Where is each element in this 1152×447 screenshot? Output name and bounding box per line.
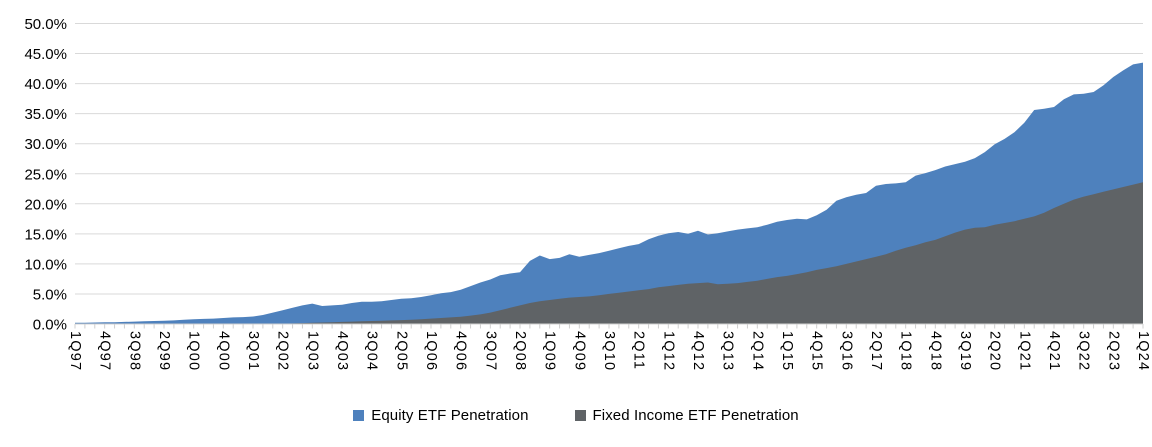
x-axis-labels: 1Q97 4Q97 3Q98 2Q99 1Q00 4Q00 3Q01 2Q02 1Q03 4Q03… (67, 331, 1151, 371)
x-axis-tick-marks (74, 324, 1144, 329)
y-axis-labels: 0.0% 5.0% 10.0% 15.0% 20.0% 25.0% 30.0% 35.0% 40… (24, 16, 67, 334)
equity-series-swatch-icon (353, 409, 365, 421)
svg-text:4Q97: 4Q97 (97, 331, 113, 371)
svg-text:1Q00: 1Q00 (186, 331, 202, 371)
area-series (75, 62, 1143, 324)
svg-text:2Q14: 2Q14 (749, 331, 765, 371)
svg-text:1Q12: 1Q12 (660, 331, 676, 371)
gridlines (75, 23, 1143, 295)
svg-text:20.0%: 20.0% (24, 196, 67, 213)
svg-text:3Q01: 3Q01 (245, 331, 261, 371)
svg-text:1Q18: 1Q18 (898, 331, 914, 371)
svg-text:2Q99: 2Q99 (156, 331, 172, 371)
svg-text:45.0%: 45.0% (24, 46, 67, 63)
fixed-income-series-swatch-icon (574, 409, 586, 421)
svg-text:5.0%: 5.0% (33, 286, 67, 303)
svg-text:3Q98: 3Q98 (126, 331, 142, 371)
svg-text:4Q06: 4Q06 (453, 331, 469, 371)
chart-legend: Equity ETF Penetration Fixed Income ETF … (0, 398, 1152, 432)
svg-text:4Q09: 4Q09 (571, 331, 587, 371)
legend-label-equity: Equity ETF Penetration (371, 406, 529, 424)
chart-plot-area: 0.0% 5.0% 10.0% 15.0% 20.0% 25.0% 30.0% 35.0% 40… (24, 16, 1151, 371)
svg-text:4Q18: 4Q18 (927, 331, 943, 371)
svg-text:10.0%: 10.0% (24, 256, 67, 273)
svg-text:50.0%: 50.0% (24, 16, 67, 33)
svg-text:3Q22: 3Q22 (1076, 331, 1092, 371)
svg-text:2Q11: 2Q11 (631, 331, 647, 370)
svg-text:2Q17: 2Q17 (868, 331, 884, 371)
svg-text:3Q10: 3Q10 (601, 331, 617, 371)
svg-text:3Q19: 3Q19 (957, 331, 973, 371)
svg-text:0.0%: 0.0% (33, 317, 67, 334)
svg-text:30.0%: 30.0% (24, 136, 67, 153)
svg-text:1Q97: 1Q97 (67, 331, 83, 371)
svg-text:2Q05: 2Q05 (393, 331, 409, 371)
svg-text:4Q03: 4Q03 (334, 331, 350, 371)
svg-text:4Q21: 4Q21 (1046, 331, 1062, 371)
svg-text:35.0%: 35.0% (24, 106, 67, 123)
legend-item-fixed-income: Fixed Income ETF Penetration (574, 406, 799, 424)
svg-text:3Q13: 3Q13 (720, 331, 736, 371)
svg-text:1Q15: 1Q15 (779, 331, 795, 371)
svg-text:2Q23: 2Q23 (1105, 331, 1121, 371)
svg-text:3Q16: 3Q16 (838, 331, 854, 371)
svg-text:1Q09: 1Q09 (542, 331, 558, 371)
svg-text:2Q02: 2Q02 (275, 331, 291, 371)
svg-text:15.0%: 15.0% (24, 226, 67, 243)
svg-text:4Q00: 4Q00 (215, 331, 231, 371)
svg-text:2Q20: 2Q20 (987, 331, 1003, 371)
svg-text:1Q03: 1Q03 (304, 331, 320, 371)
svg-text:1Q21: 1Q21 (1016, 331, 1032, 371)
svg-text:40.0%: 40.0% (24, 76, 67, 93)
svg-text:3Q04: 3Q04 (364, 331, 380, 371)
legend-label-fixed-income: Fixed Income ETF Penetration (592, 406, 799, 424)
svg-text:1Q06: 1Q06 (423, 331, 439, 371)
svg-text:3Q07: 3Q07 (482, 331, 498, 371)
svg-text:2Q08: 2Q08 (512, 331, 528, 371)
svg-text:4Q12: 4Q12 (690, 331, 706, 371)
svg-text:25.0%: 25.0% (24, 166, 67, 183)
svg-text:1Q24: 1Q24 (1135, 331, 1151, 371)
svg-text:4Q15: 4Q15 (809, 331, 825, 371)
legend-item-equity: Equity ETF Penetration (353, 407, 528, 424)
